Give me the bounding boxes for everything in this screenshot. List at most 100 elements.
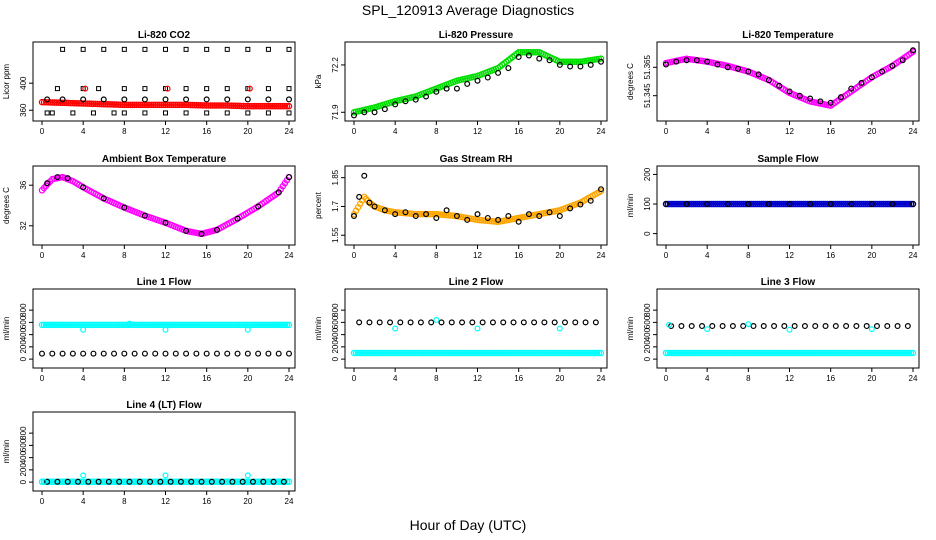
band-point bbox=[782, 200, 789, 208]
data-point bbox=[556, 61, 563, 68]
x-tick-label: 8 bbox=[122, 497, 127, 506]
data-point bbox=[479, 319, 486, 326]
band-point bbox=[158, 321, 165, 329]
band-point bbox=[456, 349, 463, 357]
data-point bbox=[662, 201, 669, 208]
band-point bbox=[410, 349, 418, 357]
data-point bbox=[904, 323, 911, 330]
band-point bbox=[396, 349, 404, 357]
band-point bbox=[905, 200, 913, 208]
band-point bbox=[420, 349, 427, 357]
y-axis-label: kPa bbox=[314, 74, 323, 88]
band-point bbox=[496, 349, 503, 357]
band-point bbox=[206, 321, 213, 329]
data-point bbox=[500, 319, 507, 326]
data-point bbox=[531, 319, 538, 326]
data-point bbox=[673, 58, 680, 65]
figure-title: SPL_120913 Average Diagnostics bbox=[361, 2, 575, 18]
band-point bbox=[238, 102, 245, 110]
data-point bbox=[392, 101, 399, 108]
data-point-square bbox=[265, 46, 271, 52]
panel-9: Line 3 Flow ml/min 0 4 8 12 16 20 24 0 20040060080… bbox=[626, 277, 920, 383]
y-tick-label: 200 bbox=[643, 340, 652, 354]
band-point bbox=[903, 200, 911, 208]
band-point bbox=[64, 321, 72, 329]
x-tick-label: 20 bbox=[243, 497, 252, 506]
data-point bbox=[172, 350, 179, 357]
band-point bbox=[565, 349, 573, 357]
y-tick-label: 800 bbox=[19, 303, 28, 317]
band-point bbox=[434, 349, 441, 357]
data-point bbox=[402, 98, 409, 105]
band-point bbox=[52, 321, 60, 329]
data-point bbox=[755, 71, 762, 78]
y-tick-label: 0 bbox=[643, 356, 652, 361]
band-point bbox=[593, 349, 601, 357]
band-point bbox=[66, 478, 74, 486]
band-point bbox=[718, 349, 726, 357]
band-point bbox=[440, 349, 447, 357]
data-point bbox=[515, 54, 522, 61]
band-point bbox=[55, 99, 62, 106]
data-point bbox=[827, 201, 834, 208]
x-tick-label: 8 bbox=[746, 127, 751, 136]
data-point bbox=[162, 472, 169, 479]
band-point bbox=[283, 478, 291, 486]
data-point bbox=[126, 478, 133, 485]
band-point bbox=[354, 349, 362, 357]
x-tick-label: 0 bbox=[40, 497, 45, 506]
band-point bbox=[257, 478, 265, 486]
band-point bbox=[800, 200, 807, 208]
band-point bbox=[241, 321, 249, 329]
band-point bbox=[873, 349, 881, 357]
x-tick-label: 24 bbox=[909, 374, 918, 383]
band-point bbox=[217, 102, 225, 109]
x-tick-label: 24 bbox=[285, 374, 294, 383]
band-point bbox=[283, 321, 291, 329]
band-point bbox=[730, 200, 737, 208]
data-point bbox=[889, 62, 896, 69]
x-tick-label: 20 bbox=[555, 251, 564, 260]
band-point bbox=[581, 349, 589, 357]
data-point bbox=[572, 319, 579, 326]
band-point bbox=[209, 102, 217, 109]
data-point bbox=[64, 175, 71, 182]
band-point bbox=[374, 349, 382, 357]
band-point bbox=[104, 101, 112, 108]
band-point bbox=[591, 349, 599, 357]
data-point bbox=[709, 323, 716, 330]
data-point bbox=[229, 478, 236, 485]
data-point bbox=[735, 65, 742, 72]
band-point bbox=[199, 102, 206, 109]
band-point bbox=[196, 321, 203, 329]
data-point bbox=[567, 205, 574, 212]
band-point bbox=[686, 349, 694, 357]
band-point bbox=[240, 102, 247, 110]
band-point bbox=[236, 102, 243, 110]
band-point bbox=[861, 349, 869, 357]
band-point bbox=[92, 478, 100, 486]
x-tick-label: 8 bbox=[434, 374, 439, 383]
data-point bbox=[100, 350, 107, 357]
data-point bbox=[167, 478, 174, 485]
band-point bbox=[53, 99, 60, 106]
band-point bbox=[223, 321, 231, 329]
band-point bbox=[68, 478, 76, 486]
band-point bbox=[285, 102, 293, 110]
band-point bbox=[875, 349, 883, 357]
data-point bbox=[286, 96, 293, 103]
band-point bbox=[216, 321, 223, 329]
band-point bbox=[895, 349, 903, 357]
band-point bbox=[194, 321, 201, 329]
band-point bbox=[110, 101, 118, 108]
band-point bbox=[710, 200, 718, 208]
data-point bbox=[213, 226, 220, 233]
data-point-square bbox=[224, 86, 230, 92]
data-point bbox=[469, 319, 476, 326]
band-point bbox=[110, 321, 117, 329]
panel-6: Sample Flow ml/min 0 4 8 12 16 20 24 0 100 200 bbox=[626, 154, 920, 260]
band-point bbox=[788, 200, 795, 208]
y-tick-label: 0 bbox=[643, 231, 652, 236]
band-point bbox=[895, 200, 903, 208]
y-tick-label: 400 bbox=[19, 327, 28, 341]
